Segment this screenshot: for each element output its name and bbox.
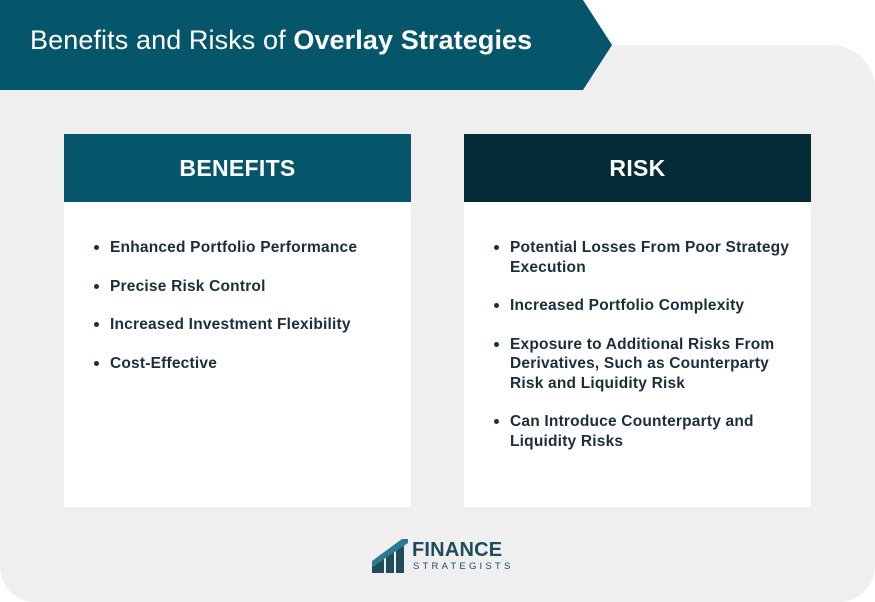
risks-heading: RISK	[464, 134, 811, 202]
list-item: Increased Investment Flexibility	[94, 315, 395, 335]
list-item-text: Precise Risk Control	[110, 277, 266, 295]
list-item: Enhanced Portfolio Performance	[94, 238, 395, 258]
risks-list: Potential Losses From Poor Strategy Exec…	[494, 238, 795, 470]
bullet-icon	[94, 245, 99, 250]
list-item: Can Introduce Counterparty and Liquidity…	[494, 412, 795, 451]
title-banner: Benefits and Risks of Overlay Strategies	[0, 0, 612, 90]
bullet-icon	[94, 360, 99, 366]
bullet-icon	[494, 341, 499, 347]
bullet-icon	[494, 303, 499, 308]
bullet-icon	[494, 419, 499, 424]
list-item-text: Exposure to Additional Risks From Deriva…	[510, 335, 775, 392]
logo-wordmark: FINANCE	[412, 539, 503, 561]
benefits-card: BENEFITS Enhanced Portfolio Performance …	[64, 134, 411, 507]
list-item: Cost-Effective	[94, 354, 395, 374]
benefits-heading: BENEFITS	[64, 134, 411, 202]
list-item-text: Enhanced Portfolio Performance	[110, 239, 358, 256]
list-item: Increased Portfolio Complexity	[494, 296, 795, 316]
page-title: Benefits and Risks of Overlay Strategies	[30, 25, 532, 56]
benefits-list: Enhanced Portfolio Performance Precise R…	[94, 238, 395, 392]
list-item: Exposure to Additional Risks From Deriva…	[494, 335, 795, 394]
list-item-text: Potential Losses From Poor Strategy Exec…	[510, 239, 790, 276]
list-item-text: Increased Portfolio Complexity	[510, 297, 745, 314]
bullet-icon	[94, 283, 99, 289]
bullet-icon	[494, 245, 499, 250]
logo-subtitle: STRATEGISTS	[413, 561, 514, 572]
title-prefix: Benefits and Risks of	[30, 25, 286, 55]
list-item-text: Can Introduce Counterparty and Liquidity…	[510, 413, 754, 450]
list-item: Precise Risk Control	[94, 277, 395, 297]
finance-strategists-logo-icon	[372, 539, 408, 573]
finance-strategists-logo: FINANCE STRATEGISTS	[372, 537, 512, 577]
title-banner-shape	[0, 0, 612, 90]
title-bold: Overlay Strategies	[293, 25, 533, 55]
list-item: Potential Losses From Poor Strategy Exec…	[494, 238, 795, 277]
list-item-text: Cost-Effective	[110, 354, 218, 372]
bullet-icon	[94, 322, 99, 327]
list-item-text: Increased Investment Flexibility	[110, 316, 351, 333]
risks-card: RISK Potential Losses From Poor Strategy…	[464, 134, 811, 507]
